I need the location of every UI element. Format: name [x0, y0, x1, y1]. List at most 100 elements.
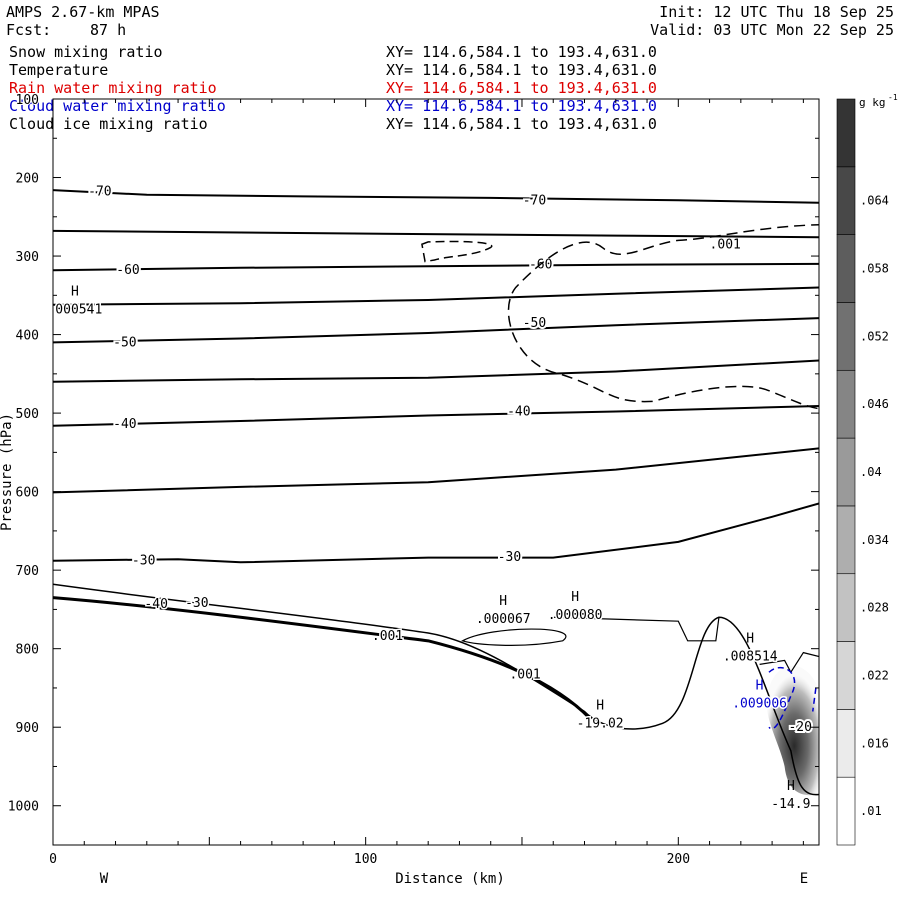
snow-contour-large: [507, 224, 819, 410]
cloud-mixing-ratio-shading: [766, 665, 819, 796]
colorbar-segment: [836, 641, 856, 710]
colorbar-tick-label: .058: [860, 262, 889, 276]
extremum-marker: H: [787, 779, 795, 794]
field-name-temperature: Temperature: [9, 61, 109, 79]
temperature-contour-line: [53, 262, 819, 272]
colorbar-tick-label: .064: [860, 194, 889, 208]
temperature-contour-line: [53, 359, 819, 383]
y-tick-label: 200: [16, 172, 39, 187]
field-xy-temperature: XY= 114.6,584.1 to 193.4,631.0: [386, 61, 657, 79]
temperature-contour-label: -60: [529, 258, 552, 273]
terrain-contour-bold: [53, 596, 592, 721]
field-xy-cloud-ice: XY= 114.6,584.1 to 193.4,631.0: [386, 115, 657, 133]
terrain-contour: [53, 583, 819, 796]
field-xy-cloud-water: XY= 114.6,584.1 to 193.4,631.0: [386, 97, 657, 115]
colorbar-segment: [836, 573, 856, 642]
field-xy-snow: XY= 114.6,584.1 to 193.4,631.0: [386, 43, 657, 61]
extremum-marker: H: [71, 284, 79, 299]
extremum-value: .000067: [476, 612, 531, 627]
init-time: Init: 12 UTC Thu 18 Sep 25: [659, 3, 894, 21]
colorbar-tick-label: .016: [860, 736, 889, 750]
x-tick-label: 100: [354, 852, 377, 867]
y-tick-label: 800: [16, 643, 39, 658]
field-name-cloud-water: Cloud water mixing ratio: [9, 97, 226, 115]
y-tick-label: 400: [16, 329, 39, 344]
colorbar-segment: [836, 234, 856, 303]
mixing-ratio-contour-ridge: [553, 616, 720, 642]
colorbar-segment: [836, 505, 856, 575]
west-label: W: [100, 871, 109, 887]
cloud-water-contour-edge: [812, 687, 817, 712]
mixing-ratio-contour-small: [461, 628, 567, 646]
colorbar-segment: [836, 709, 856, 778]
colorbar-unit-exponent: -1: [888, 93, 898, 102]
extremum-marker: H: [571, 590, 579, 605]
extremum-value: -14.9: [771, 797, 810, 812]
contour-label: .001: [509, 668, 540, 683]
field-xy-rain: XY= 114.6,584.1 to 193.4,631.0: [386, 79, 657, 97]
temperature-contour-line: [53, 189, 819, 204]
valid-time: Valid: 03 UTC Mon 22 Sep 25: [650, 21, 894, 39]
temperature-contour-line: [53, 286, 819, 306]
colorbar-segment: [836, 166, 856, 235]
snow-contour-small: [421, 240, 493, 263]
temperature-contour-label: -30: [498, 550, 521, 565]
y-tick-label: 900: [16, 721, 39, 736]
temperature-contour-label: -40: [507, 405, 530, 420]
temperature-contour-label: -30: [132, 554, 155, 569]
extremum-value: -19.02: [577, 716, 624, 731]
extremum-marker: H: [746, 632, 754, 647]
contour-label: -30: [185, 596, 208, 611]
field-name-rain: Rain water mixing ratio: [9, 79, 217, 97]
extremum-value: .008514: [723, 650, 778, 665]
colorbar-unit: g kg: [859, 96, 886, 109]
contour-label: -40: [144, 597, 167, 612]
y-tick-label: 700: [16, 564, 39, 579]
east-label: E: [800, 871, 808, 887]
temperature-contour-label: -70: [88, 185, 111, 200]
colorbar-tick-label: .01: [860, 804, 882, 818]
cloud-water-contour: [768, 667, 796, 730]
extremum-marker: H: [756, 679, 764, 694]
colorbar-tick-label: .052: [860, 329, 889, 343]
temperature-contour-label: -50: [523, 316, 546, 331]
y-tick-label: 100: [16, 93, 39, 108]
temperature-contour-line: [53, 502, 819, 564]
model-title: AMPS 2.67-km MPAS: [6, 3, 160, 21]
colorbar-segment: [836, 98, 856, 168]
colorbar-tick-label: .04: [860, 465, 882, 479]
temperature-contour-line: [53, 447, 819, 494]
y-tick-label: 500: [16, 407, 39, 422]
x-tick-label: 0: [49, 852, 57, 867]
temperature-contour-label: -50: [113, 335, 136, 350]
x-axis-title: Distance (km): [395, 871, 505, 887]
snow-contour-label: .001: [710, 237, 741, 252]
forecast-label: Fcst:: [6, 21, 52, 39]
temperature-contour-label: -70: [523, 193, 546, 208]
temperature-contour-line: [53, 317, 819, 344]
colorbar-tick-label: .046: [860, 397, 889, 411]
colorbar-segment: [836, 776, 856, 846]
colorbar-tick-label: .034: [860, 533, 889, 547]
extremum-marker: H: [596, 698, 604, 713]
forecast-hours: 87 h: [90, 21, 127, 39]
extremum-marker: H: [499, 594, 507, 609]
temperature-contour-line: [53, 405, 819, 427]
y-tick-label: 1000: [8, 800, 39, 815]
field-name-snow: Snow mixing ratio: [9, 43, 163, 61]
colorbar-tick-label: .022: [860, 668, 889, 682]
extremum-value: .009006: [732, 697, 787, 712]
temperature-contour-label: -40: [113, 417, 136, 432]
colorbar-tick-label: .028: [860, 601, 889, 615]
temperature-contour-line: [53, 229, 819, 239]
colorbar-segment: [836, 369, 856, 439]
y-tick-label: 600: [16, 486, 39, 501]
colorbar-segment: [836, 437, 856, 507]
extremum-value: .000541: [47, 302, 102, 317]
field-name-cloud-ice: Cloud ice mixing ratio: [9, 115, 208, 133]
extremum-value: .000080: [548, 608, 603, 623]
x-tick-label: 200: [667, 852, 690, 867]
temperature-contour-label: -20: [788, 720, 811, 735]
colorbar-segment: [836, 302, 856, 371]
